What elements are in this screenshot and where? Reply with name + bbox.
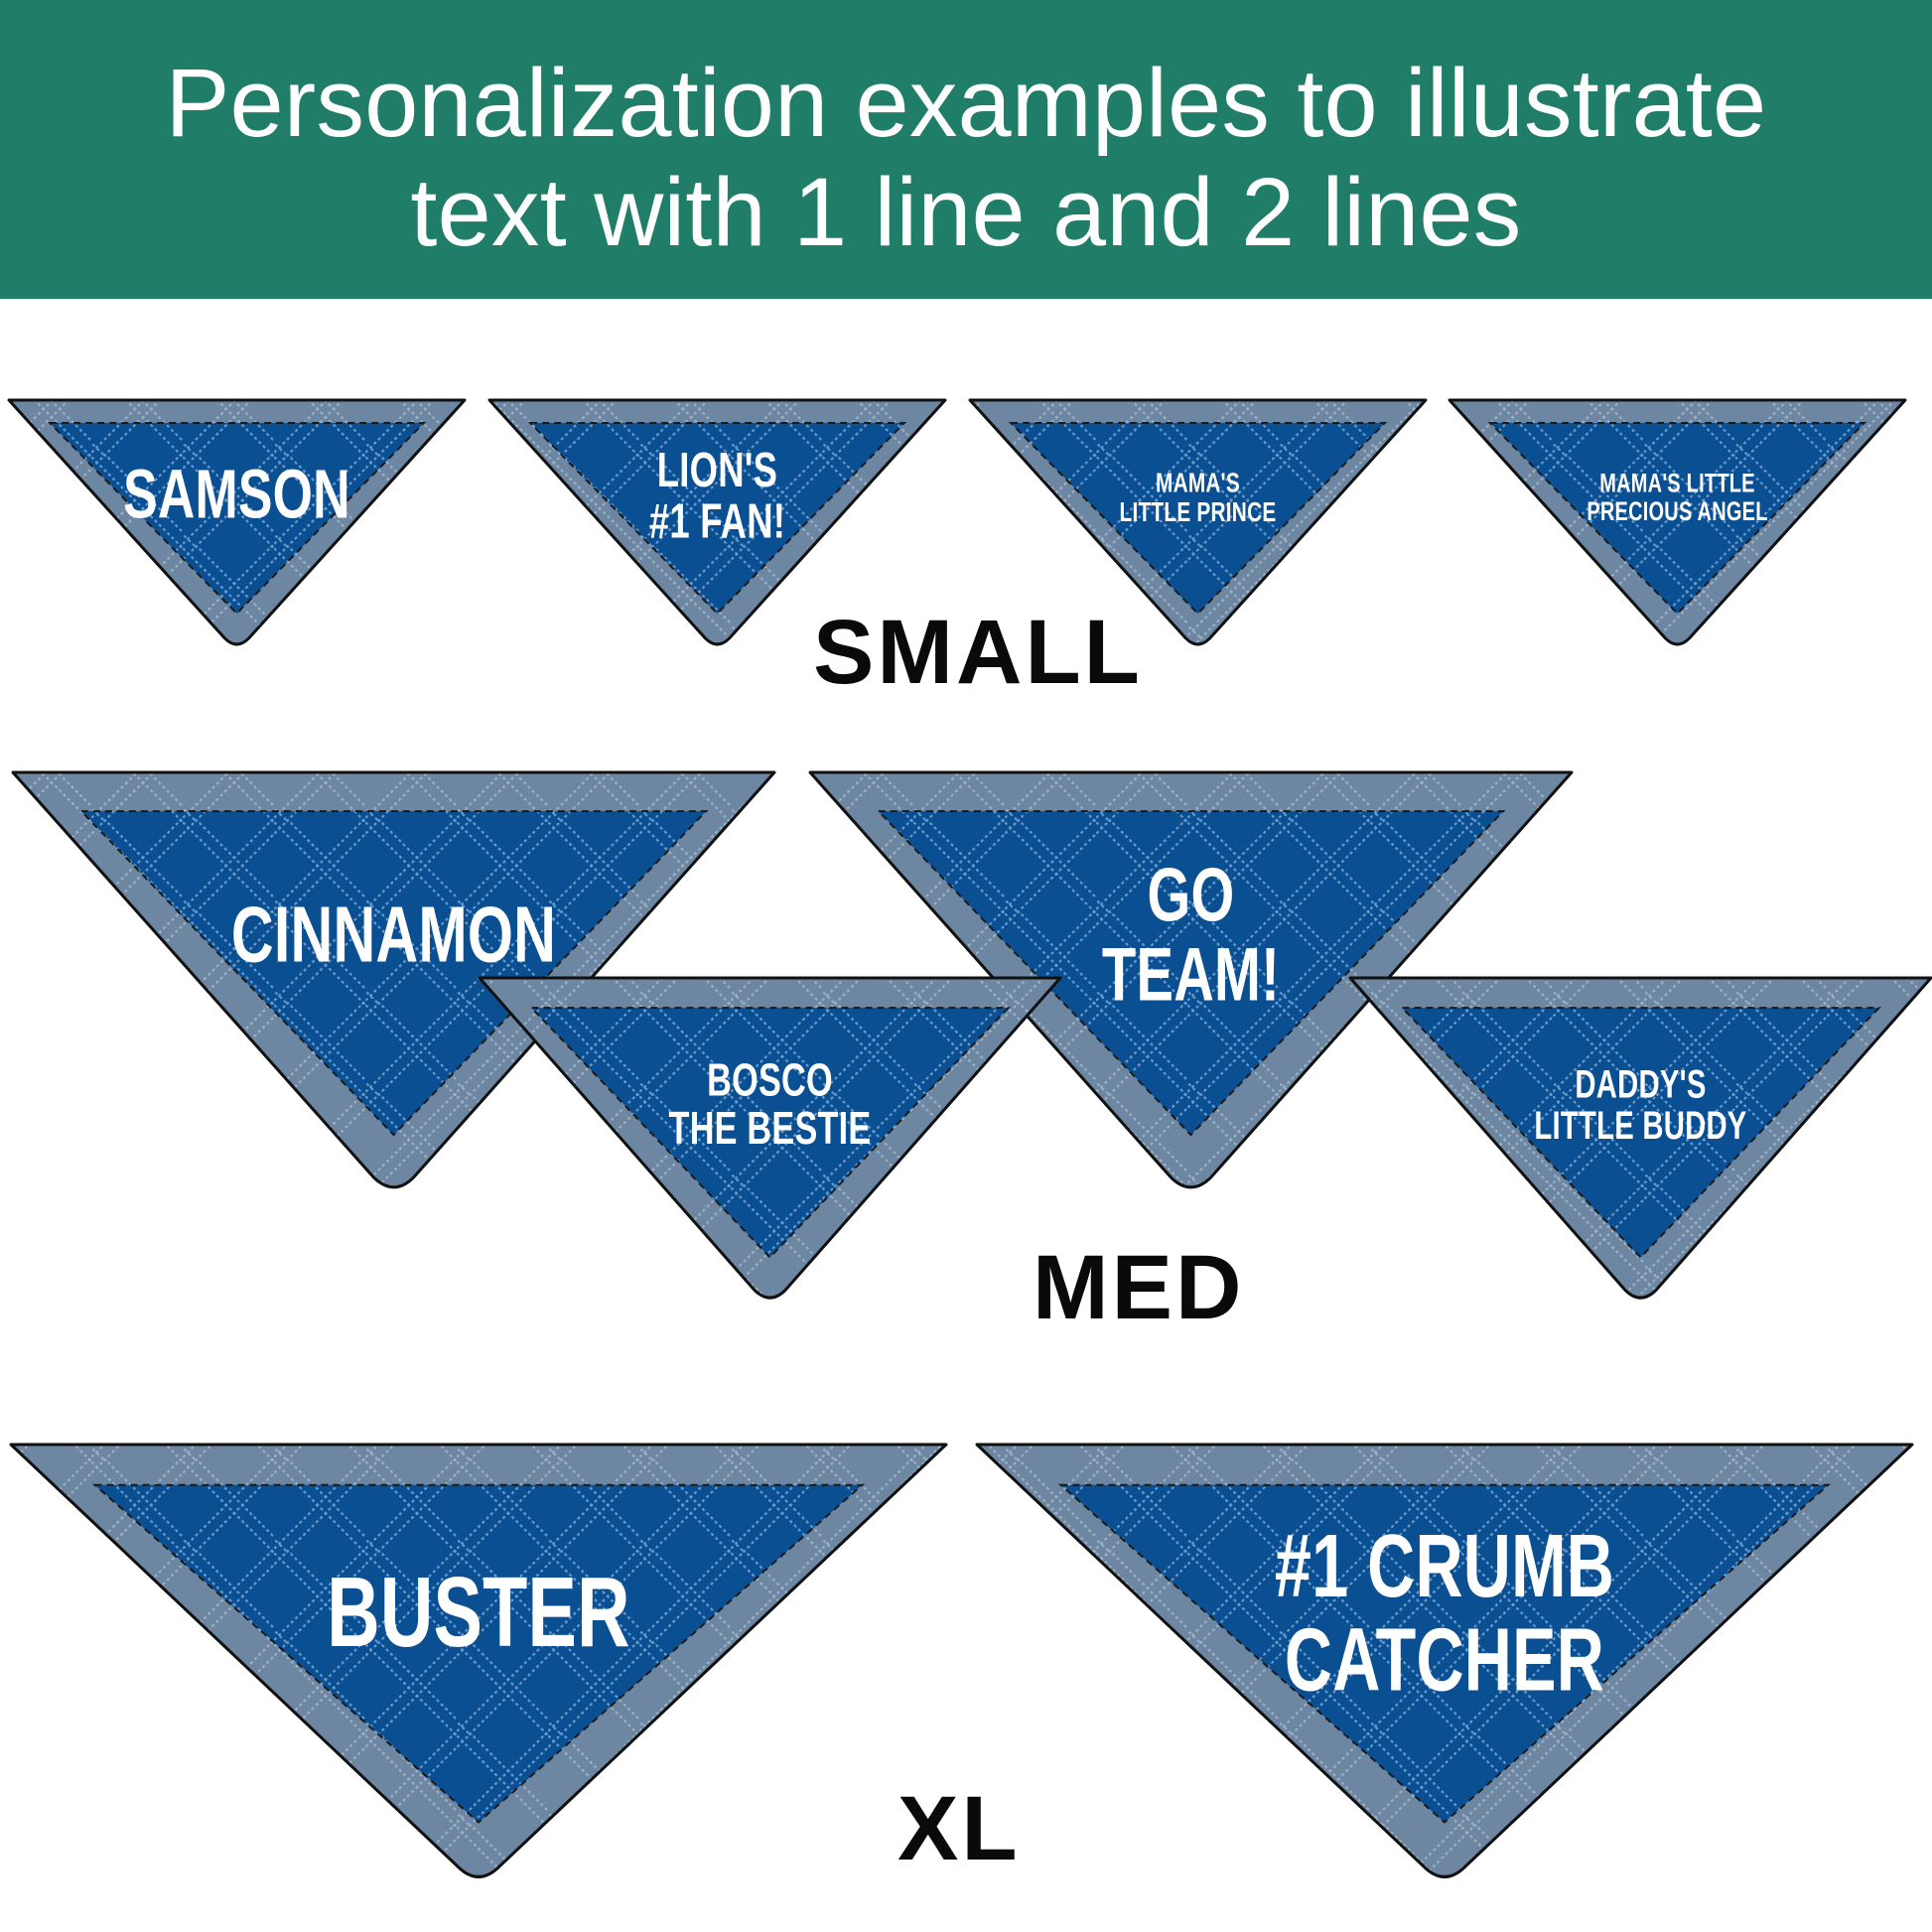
- svg-text:MAMA'S: MAMA'S: [1156, 469, 1240, 499]
- svg-text:DADDY'S: DADDY'S: [1575, 1062, 1706, 1106]
- svg-text:LITTLE BUDDY: LITTLE BUDDY: [1534, 1104, 1746, 1148]
- svg-text:BUSTER: BUSTER: [327, 1556, 630, 1668]
- svg-text:TEAM!: TEAM!: [1102, 932, 1280, 1017]
- svg-text:THE BESTIE: THE BESTIE: [669, 1102, 872, 1154]
- svg-text:PRECIOUS ANGEL: PRECIOUS ANGEL: [1587, 496, 1768, 527]
- svg-text:CATCHER: CATCHER: [1285, 1609, 1604, 1710]
- svg-text:GO: GO: [1148, 853, 1235, 937]
- svg-text:LITTLE PRINCE: LITTLE PRINCE: [1119, 497, 1276, 528]
- svg-text:SAMSON: SAMSON: [123, 456, 350, 533]
- svg-text:LION'S: LION'S: [657, 444, 777, 498]
- svg-text:#1 FAN!: #1 FAN!: [649, 494, 785, 549]
- svg-text:BOSCO: BOSCO: [707, 1054, 833, 1106]
- svg-text:#1 CRUMB: #1 CRUMB: [1275, 1515, 1614, 1615]
- svg-text:CINNAMON: CINNAMON: [231, 890, 556, 979]
- svg-text:MAMA'S LITTLE: MAMA'S LITTLE: [1600, 469, 1755, 499]
